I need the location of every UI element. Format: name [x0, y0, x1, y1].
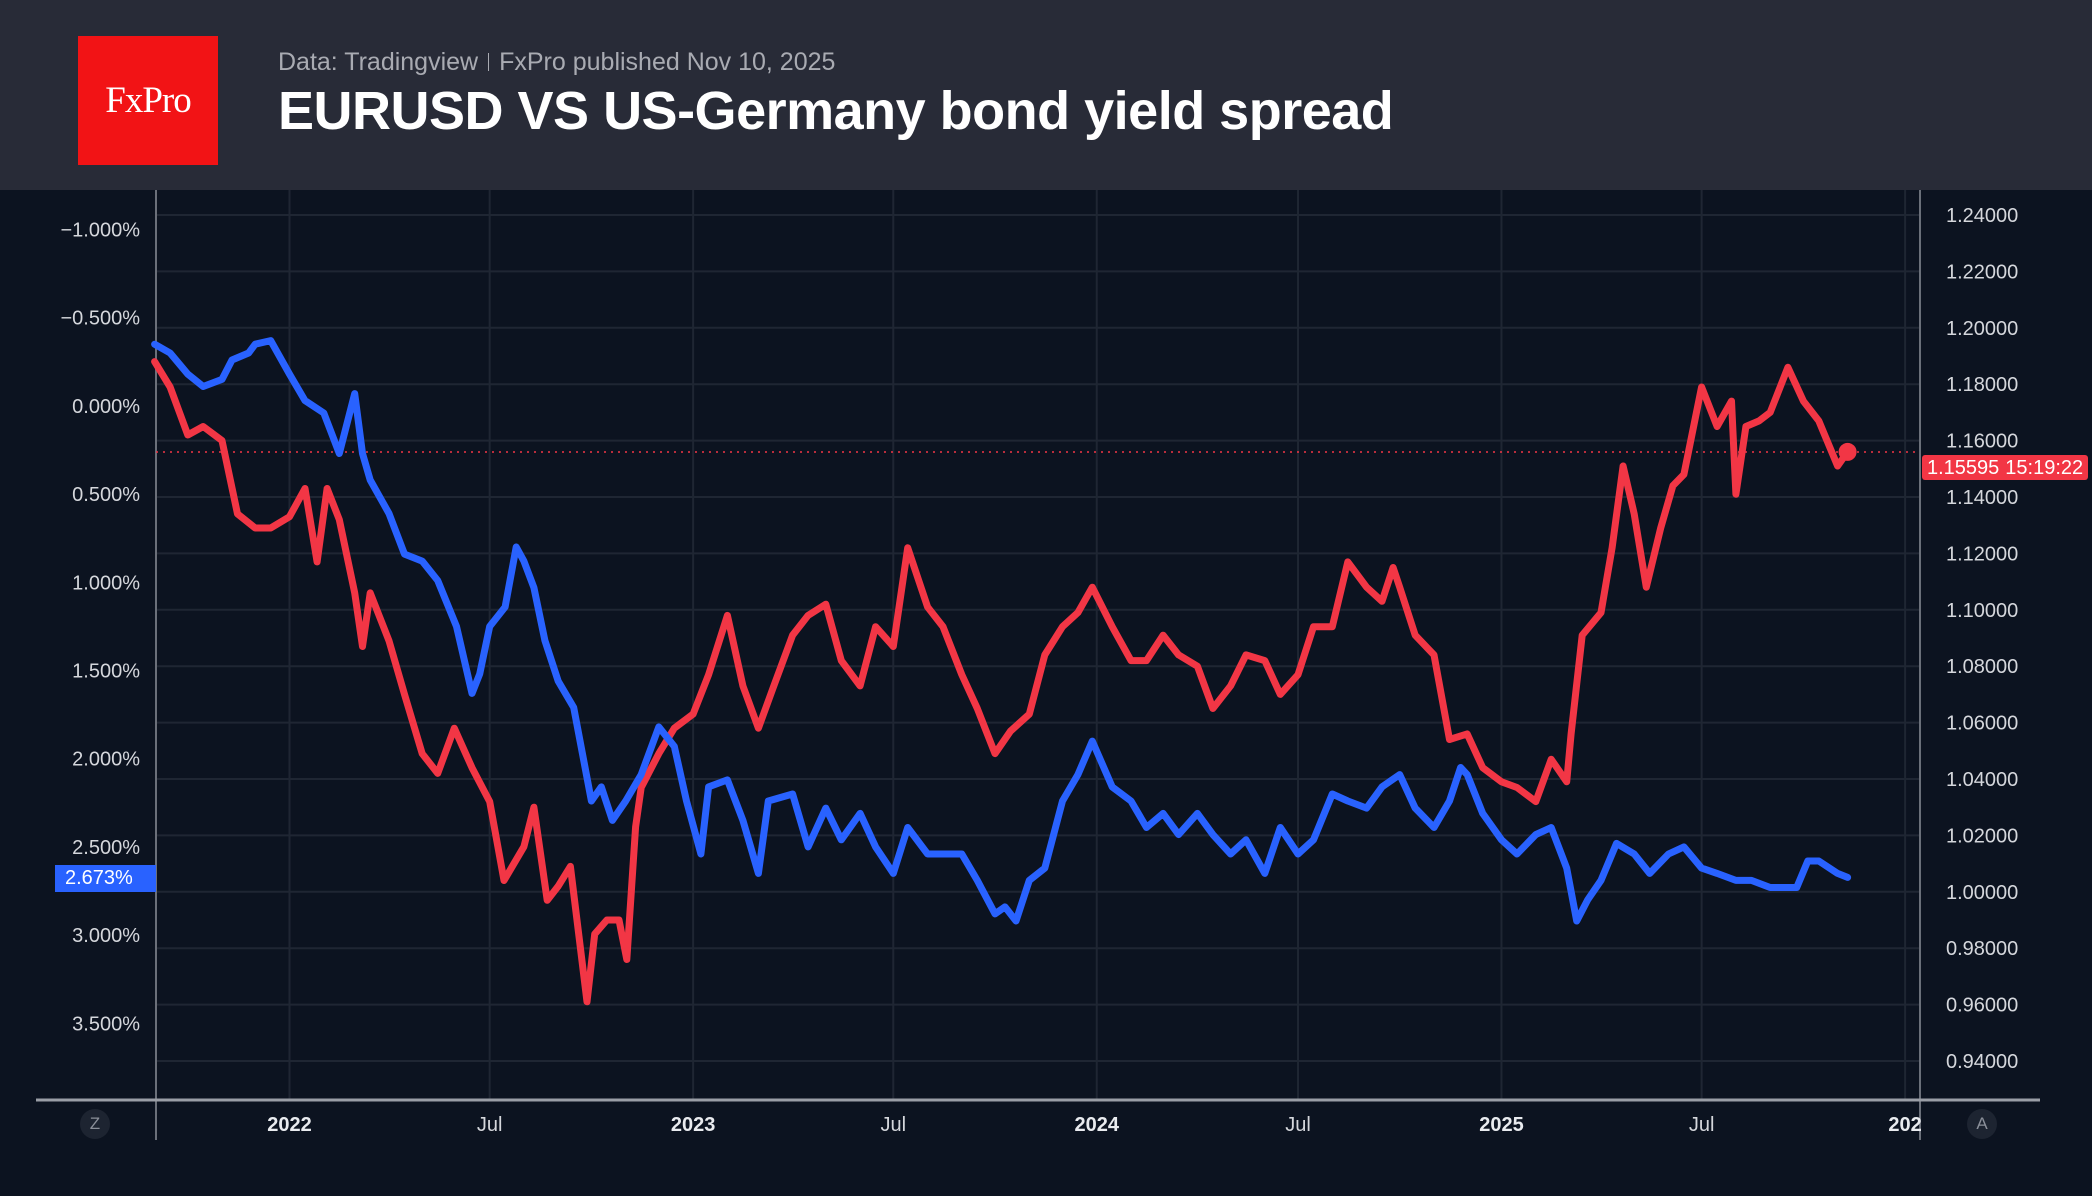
left-tick-label: 1.500% — [72, 661, 140, 683]
zoom-reset-button[interactable]: Z — [80, 1109, 110, 1139]
left-tick-label: 3.000% — [72, 925, 140, 947]
right-tick-label: 0.98000 — [1946, 938, 2018, 960]
time-tick-label: 2025 — [1479, 1114, 1524, 1136]
right-tick-label: 1.08000 — [1946, 656, 2018, 678]
eurusd-last-point — [1838, 442, 1857, 461]
right-tick-label: 1.02000 — [1946, 825, 2018, 847]
auto-scale-button[interactable]: A — [1967, 1109, 1997, 1139]
right-tick-label: 1.12000 — [1946, 543, 2018, 565]
time-tick-label: 2023 — [671, 1114, 716, 1136]
right-tick-label: 1.06000 — [1946, 713, 2018, 735]
right-tick-label: 1.20000 — [1946, 318, 2018, 340]
time-axis-ticks: 2022 Jul 2023 Jul 2024 Jul 2025 Jul 202 — [267, 1114, 1922, 1136]
bar-countdown: 15:19:22 — [2005, 456, 2084, 479]
time-tick-label: 202 — [1888, 1114, 1921, 1136]
right-tick-label: 1.24000 — [1946, 205, 2018, 227]
right-tick-label: 1.22000 — [1946, 261, 2018, 283]
time-tick-label: Jul — [1285, 1114, 1311, 1136]
chart-subtitle: Data: Tradingview FxPro published Nov 10,… — [278, 48, 835, 77]
time-tick-label: 2024 — [1074, 1114, 1119, 1136]
right-axis-ticks: 1.24000 1.22000 1.20000 1.18000 1.16000 1.140… — [1946, 205, 2018, 1073]
left-tick-label: −0.500% — [60, 308, 140, 330]
left-tick-label: 2.500% — [72, 837, 140, 859]
grid — [156, 190, 1920, 1100]
eurusd-last-price-badge: 1.15595 15:19:22 — [1922, 455, 2089, 480]
left-axis-ticks: −1.000% −0.500% 0.000% 0.500% 1.000% 1.500% 2.… — [60, 220, 140, 1036]
separator — [488, 53, 490, 71]
left-tick-label: 1.000% — [72, 572, 140, 594]
published-date: FxPro published Nov 10, 2025 — [499, 48, 836, 76]
chart-header: FxPro Data: Tradingview FxPro published N… — [0, 0, 2092, 190]
series-layer — [151, 337, 1857, 1006]
time-tick-label: Jul — [1689, 1114, 1715, 1136]
last-price: 1.15595 — [1927, 456, 2000, 479]
right-tick-label: 1.04000 — [1946, 769, 2018, 791]
right-tick-label: 1.00000 — [1946, 882, 2018, 904]
left-tick-label: 2.000% — [72, 749, 140, 771]
time-tick-label: Jul — [477, 1114, 503, 1136]
left-tick-label: −1.000% — [60, 220, 140, 242]
right-tick-label: 1.10000 — [1946, 600, 2018, 622]
left-tick-label: 0.500% — [72, 484, 140, 506]
spread-line — [151, 337, 1852, 925]
data-source: Data: Tradingview — [278, 48, 479, 76]
chart-title: EURUSD VS US-Germany bond yield spread — [278, 81, 1394, 141]
right-tick-label: 0.96000 — [1946, 995, 2018, 1017]
fxpro-logo: FxPro — [78, 36, 218, 165]
right-tick-label: 1.16000 — [1946, 431, 2018, 453]
right-tick-label: 1.18000 — [1946, 374, 2018, 396]
time-tick-label: 2022 — [267, 1114, 312, 1136]
right-tick-label: 1.14000 — [1946, 487, 2018, 509]
spread-last-value-badge: 2.673% — [55, 865, 156, 892]
time-tick-label: Jul — [880, 1114, 906, 1136]
left-tick-label: 0.000% — [72, 396, 140, 418]
left-tick-label: 3.500% — [72, 1013, 140, 1035]
logo-text: FxPro — [105, 80, 191, 121]
right-tick-label: 0.94000 — [1946, 1051, 2018, 1073]
eurusd-line — [151, 358, 1852, 1006]
